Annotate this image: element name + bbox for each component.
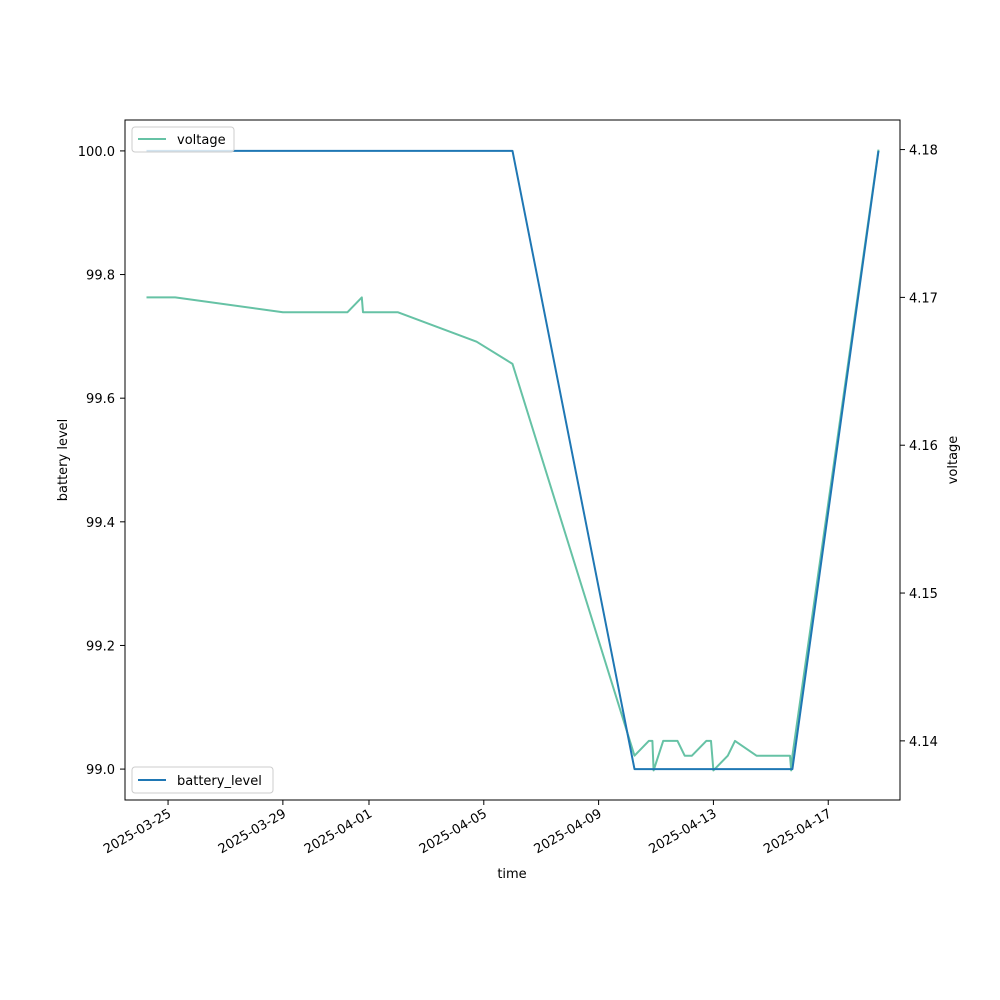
plot-frame <box>124 119 901 801</box>
x-axis-title: time <box>497 867 526 882</box>
series-line-voltage <box>146 149 880 772</box>
legend-voltage-label: voltage <box>177 133 226 148</box>
legend-battery-level: battery_level <box>131 766 274 794</box>
y-right-tick-label: 4.15 <box>909 587 938 602</box>
series-line-battery-level <box>146 149 880 771</box>
legend-voltage-box <box>131 126 235 153</box>
y-right-tick-label: 4.17 <box>909 291 938 306</box>
legend-battery-level-label: battery_level <box>177 774 262 789</box>
y-left-tick-label: 99.6 <box>86 392 115 407</box>
legend-battery-level-box <box>131 766 274 794</box>
y-right-tick-label: 4.18 <box>909 144 938 159</box>
y-right-tick-label: 4.14 <box>909 735 938 750</box>
legend-voltage: voltage <box>131 126 235 153</box>
plot-lines <box>146 149 880 772</box>
y-axis-left: 99.0 99.2 99.4 99.6 99.8 100.0 <box>78 145 125 778</box>
y-right-tick-label: 4.16 <box>909 439 938 454</box>
y-left-tick-label: 99.4 <box>86 516 115 531</box>
y-left-tick-label: 99.0 <box>86 763 115 778</box>
y-axis-left-title: battery level <box>56 419 71 502</box>
y-left-tick-label: 99.8 <box>86 269 115 284</box>
y-left-tick-label: 99.2 <box>86 639 115 654</box>
y-axis-right-title: voltage <box>946 436 961 485</box>
y-axis-right: 4.14 4.15 4.16 4.17 4.18 <box>900 144 938 750</box>
y-left-tick-label: 100.0 <box>78 145 115 160</box>
